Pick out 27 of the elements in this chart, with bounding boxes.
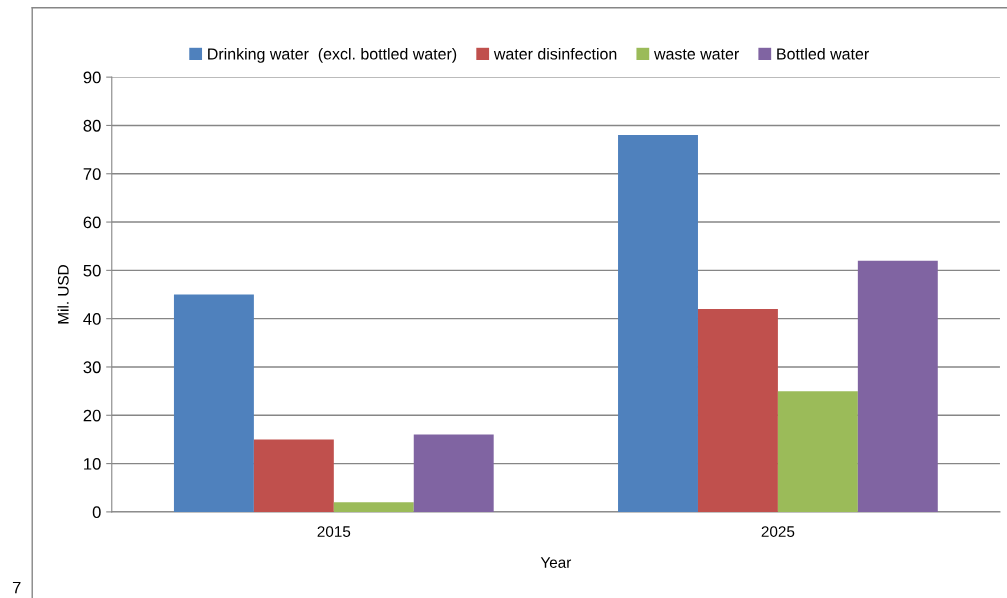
legend-label: Bottled water — [777, 47, 869, 60]
y-tick-label: 0 — [92, 506, 101, 519]
bar — [697, 309, 778, 512]
legend-label: Drinking water (excl. bottled water) — [208, 47, 457, 63]
x-axis-title: Year — [540, 557, 572, 568]
y-tick-label: 80 — [83, 119, 101, 132]
y-axis-title: Mil. USD — [57, 265, 69, 324]
bar — [253, 439, 334, 512]
bar — [777, 391, 858, 512]
y-tick-label: 10 — [84, 457, 101, 470]
x-tick-label: 2025 — [761, 526, 795, 537]
y-tick-label: 70 — [83, 168, 101, 180]
y-tick-label: 60 — [83, 216, 101, 229]
bar — [618, 135, 698, 512]
bar — [333, 502, 414, 512]
y-tick-label: 50 — [83, 264, 101, 277]
legend-label: waste water — [653, 49, 739, 60]
y-tick-label: 30 — [83, 361, 101, 374]
y-tick-label: 20 — [83, 409, 101, 422]
legend-label: water disinfection — [493, 47, 617, 60]
y-tick-label: 90 — [83, 71, 101, 84]
y-tick-label: 40 — [83, 313, 101, 325]
bar — [173, 294, 254, 512]
x-tick-label: 2015 — [317, 526, 351, 537]
bar — [857, 260, 938, 512]
text: 7 — [12, 581, 21, 594]
bar — [413, 434, 494, 512]
